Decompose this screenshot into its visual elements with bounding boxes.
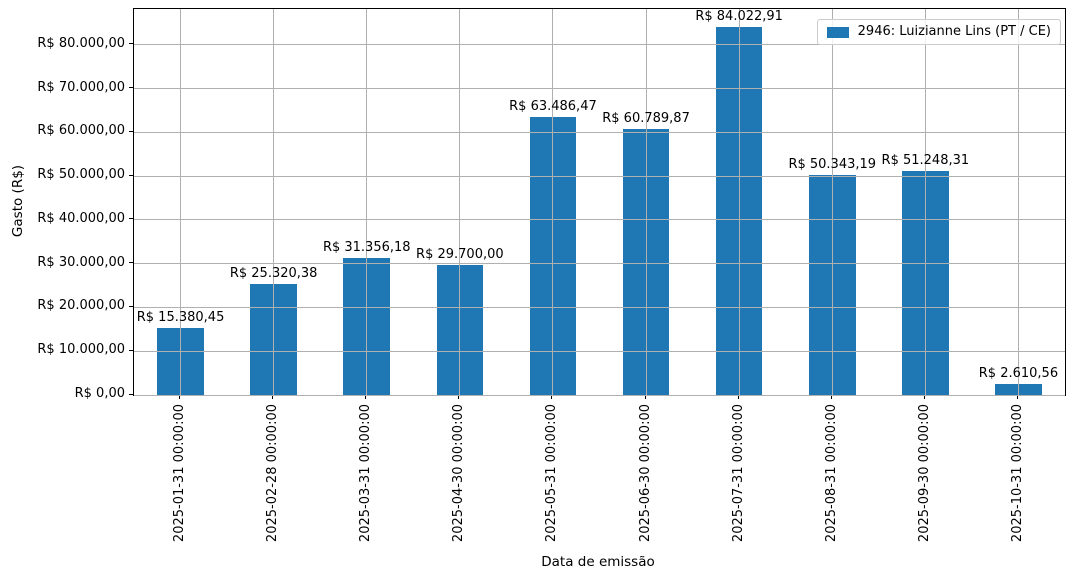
y-tick-mark [129,349,133,351]
y-tick-label: R$ 60.000,00 [37,123,125,139]
y-tick-label: R$ 0,00 [74,386,125,401]
horizontal-gridline [134,306,1065,308]
horizontal-gridline [134,88,1065,90]
x-axis-label: Data de emissão [541,554,655,570]
x-tick-mark [830,395,832,399]
legend-color-swatch [826,26,849,38]
bar-value-labels-layer: R$ 15.380,45 R$ 25.320,38 R$ 31.356,18 R$ 2… [134,9,1065,395]
grid-layer [134,9,1065,396]
horizontal-gridline [134,44,1065,46]
legend: 2946: Luizianne Lins (PT / CE) [816,19,1061,45]
plot-area: R$ 15.380,45 R$ 25.320,38 R$ 31.356,18 R$ 2… [133,8,1066,396]
bar-value-label: R$ 63.486,47 [509,99,597,115]
bar-value-label: R$ 50.343,19 [788,156,877,172]
x-tick-mark [551,395,553,399]
y-tick-mark [129,218,133,220]
y-tick-label: R$ 70.000,00 [37,79,125,95]
x-tick-mark [923,395,925,399]
x-tick-mark [365,395,367,399]
y-tick-label: R$ 80.000,00 [37,35,125,51]
y-tick-mark [129,393,133,395]
horizontal-gridline [134,219,1065,221]
vertical-gridline [180,9,182,395]
x-tick-mark [644,395,646,399]
x-tick-mark [458,395,460,399]
y-tick-mark [129,43,133,45]
bar-value-label: R$ 29.700,00 [416,247,504,263]
bar-value-label: R$ 2.610,56 [978,365,1059,381]
x-tick-mark [179,395,181,399]
x-tick-label: 2025-04-30 00:00:00 [451,404,467,543]
vertical-gridline [459,9,461,395]
x-tick-mark [1016,395,1018,399]
y-tick-mark [129,130,133,132]
horizontal-gridline [134,263,1065,265]
vertical-gridline [645,9,647,395]
x-tick-label: 2025-02-28 00:00:00 [265,404,281,543]
y-tick-label: R$ 30.000,00 [37,254,125,270]
vertical-gridline [273,9,275,395]
vertical-gridline [1017,9,1019,395]
horizontal-gridline [134,131,1065,133]
x-tick-label: 2025-06-30 00:00:00 [637,404,653,543]
vertical-gridline [738,9,740,395]
vertical-gridline [552,9,554,395]
horizontal-gridline [134,175,1065,177]
horizontal-gridline [134,350,1065,352]
bar-value-label: R$ 51.248,31 [881,152,970,168]
x-tick-label: 2025-07-31 00:00:00 [730,404,746,543]
x-tick-mark [737,395,739,399]
horizontal-gridline [134,394,1065,396]
x-tick-mark [272,395,274,399]
x-tick-label: 2025-08-31 00:00:00 [823,404,839,543]
x-tick-label: 2025-03-31 00:00:00 [358,404,374,543]
bar-value-label: R$ 15.380,45 [136,309,225,325]
x-tick-label: 2025-09-30 00:00:00 [916,404,932,543]
y-tick-mark [129,305,133,307]
bar-value-label: R$ 84.022,91 [695,9,783,25]
y-tick-mark [129,262,133,264]
y-axis-label: Gasto (R$) [10,164,26,238]
y-tick-mark [129,87,133,89]
y-tick-label: R$ 50.000,00 [37,167,125,183]
bar-value-label: R$ 31.356,18 [322,239,411,255]
y-tick-label: R$ 10.000,00 [37,342,125,358]
y-tick-mark [129,174,133,176]
y-tick-label: R$ 40.000,00 [37,210,125,226]
x-tick-label: 2025-01-31 00:00:00 [172,404,188,543]
bar-value-label: R$ 60.789,87 [602,111,690,127]
legend-series-label: 2946: Luizianne Lins (PT / CE) [857,24,1051,39]
bar-value-label: R$ 25.320,38 [229,266,318,282]
x-tick-label: 2025-10-31 00:00:00 [1009,404,1025,543]
y-tick-label: R$ 20.000,00 [37,298,125,314]
vertical-gridline [366,9,368,395]
vertical-gridline [924,9,926,395]
vertical-gridline [831,9,833,395]
x-tick-label: 2025-05-31 00:00:00 [544,404,560,543]
